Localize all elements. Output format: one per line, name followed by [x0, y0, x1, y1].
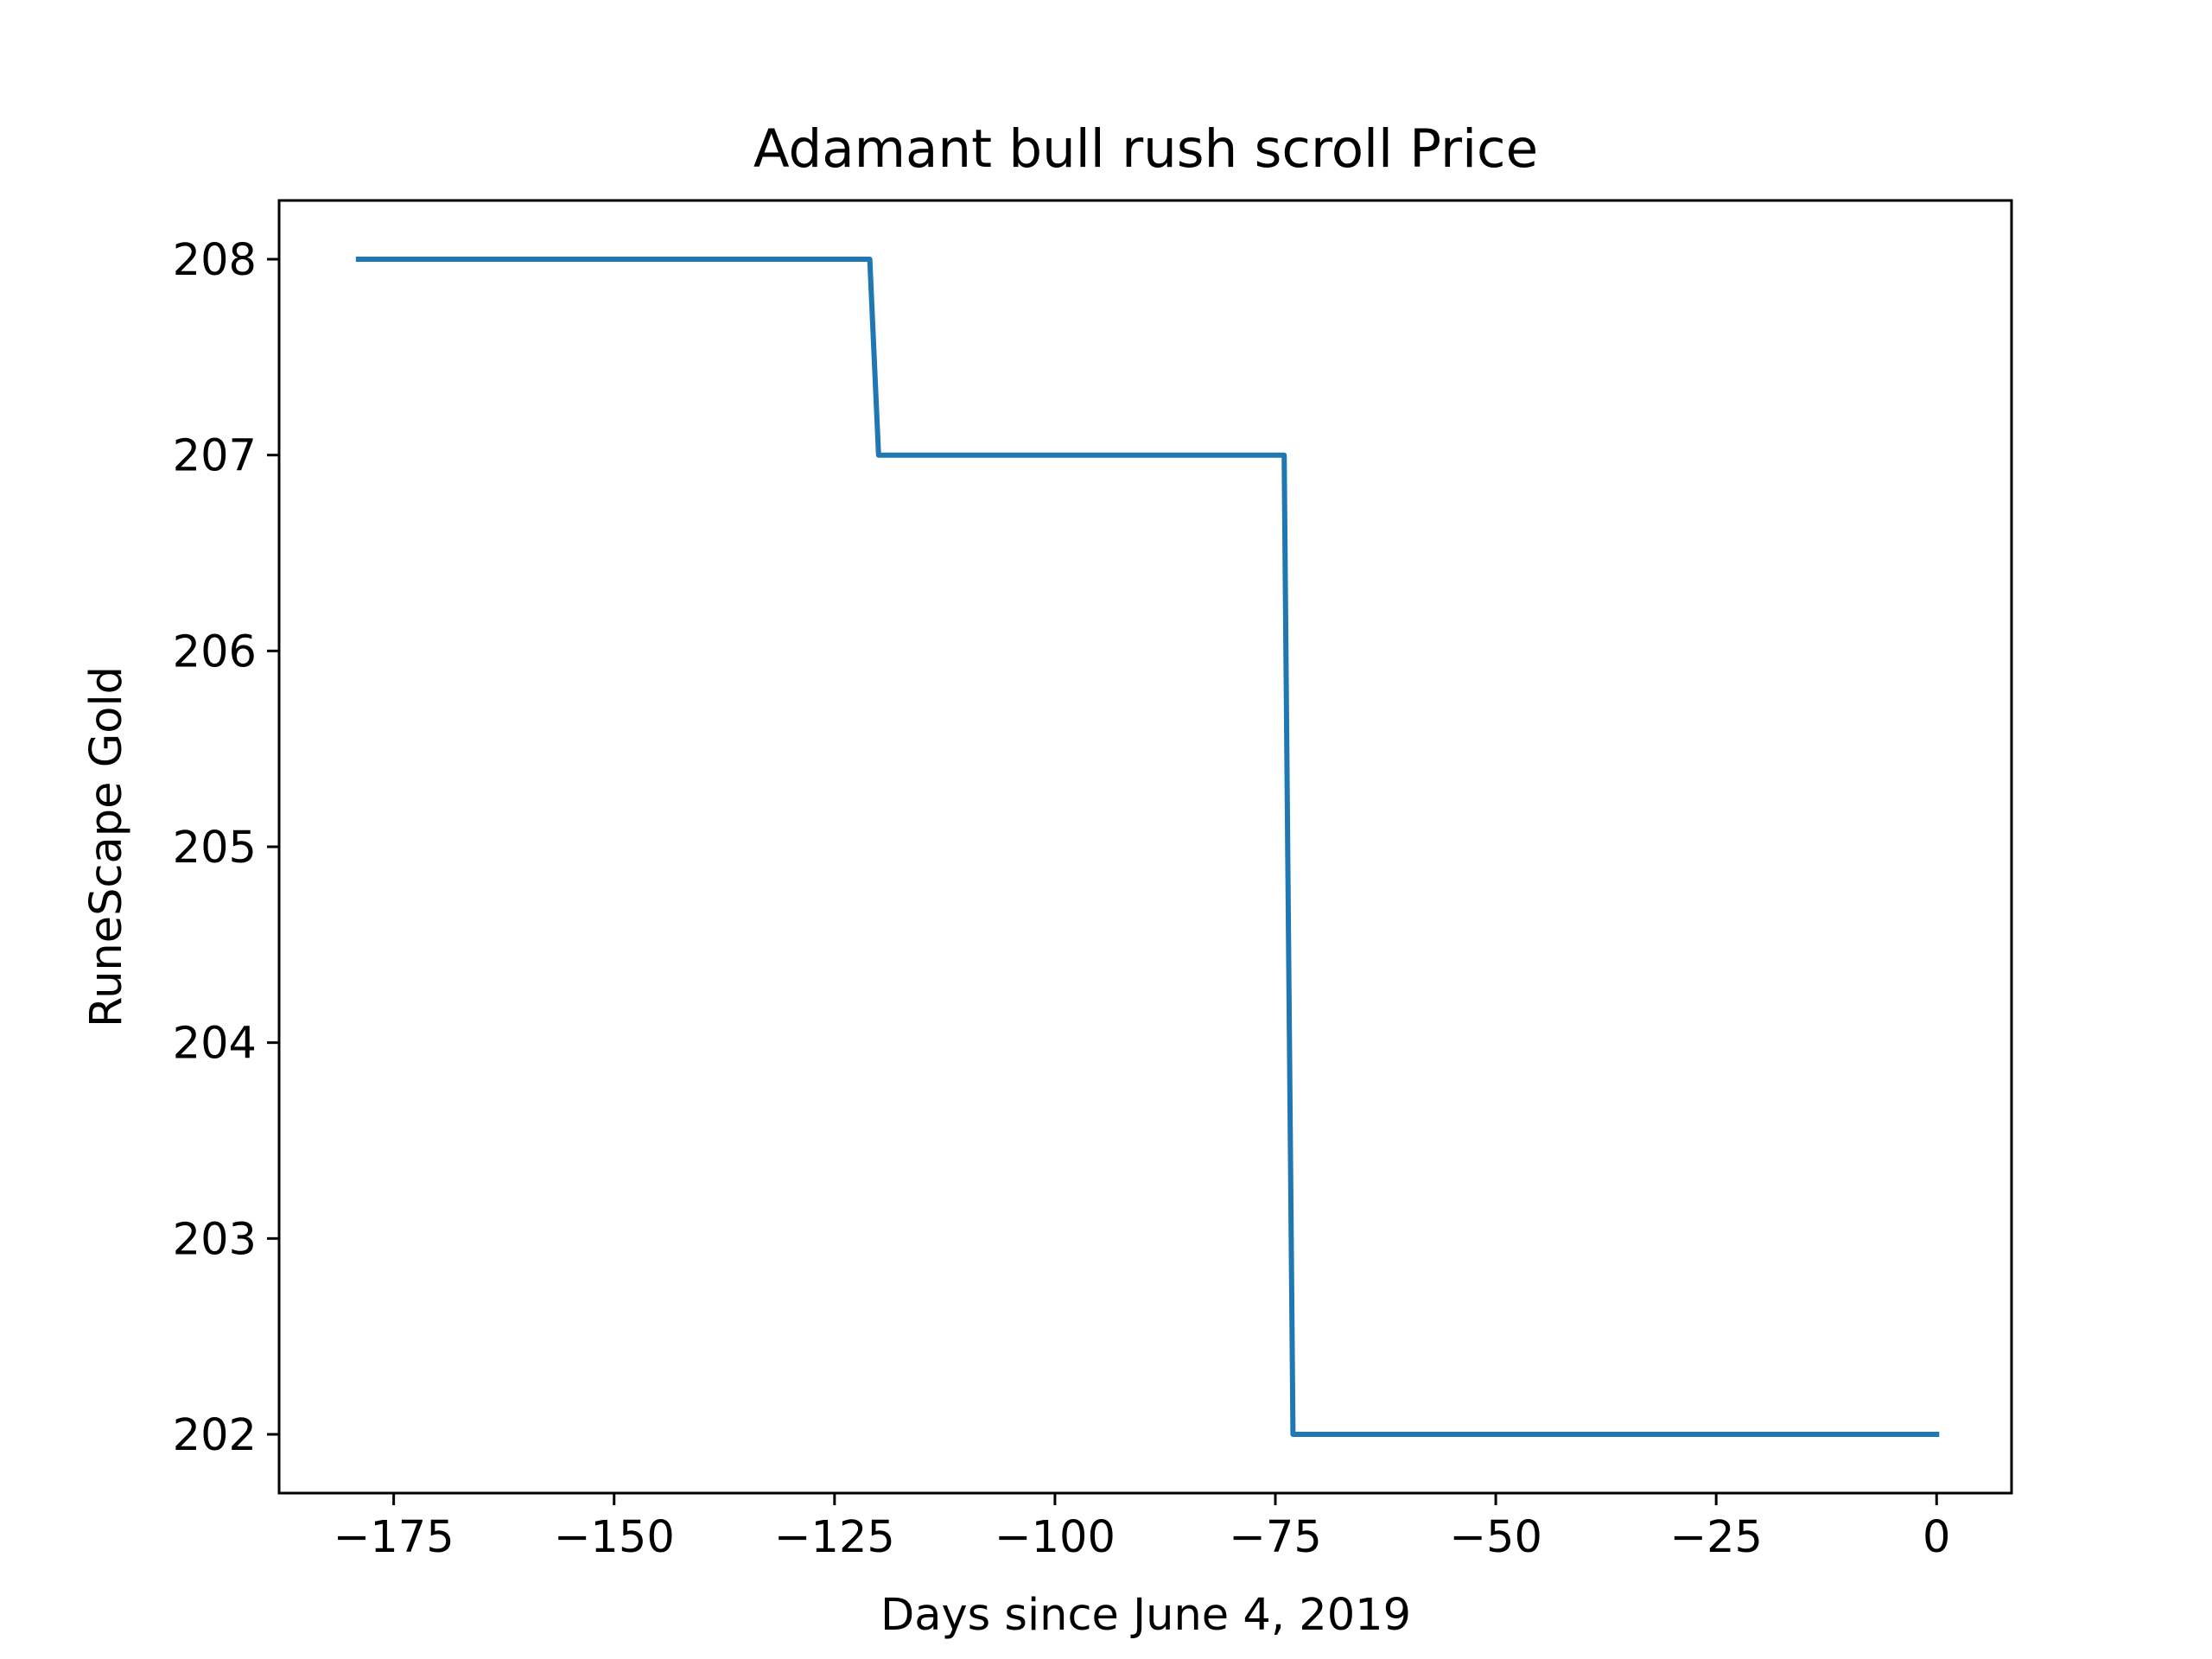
y-tick-label: 206 — [173, 626, 257, 677]
y-tick-label: 202 — [173, 1410, 257, 1461]
x-tick-label: −125 — [774, 1512, 895, 1563]
x-tick-label: −100 — [995, 1512, 1116, 1563]
y-axis-label: RuneScape Gold — [81, 666, 132, 1027]
plot-area: −175 −150 −125 −100 −75 −50 −25 0 202 203 204 205 20… — [173, 199, 2013, 1563]
x-tick-label: −25 — [1669, 1512, 1763, 1563]
y-tick-label: 204 — [173, 1019, 257, 1070]
x-tick-label: −50 — [1449, 1512, 1542, 1563]
x-tick-label: −150 — [554, 1512, 675, 1563]
x-axis-label: Days since June 4, 2019 — [880, 1590, 1411, 1641]
y-tick-label: 208 — [173, 235, 257, 286]
x-tick-label: 0 — [1923, 1512, 1950, 1563]
chart-title: Adamant bull rush scroll Price — [753, 118, 1538, 180]
x-tick-label: −175 — [334, 1512, 454, 1563]
y-tick-label: 205 — [173, 823, 257, 874]
y-tick-label: 207 — [173, 431, 257, 482]
y-tick-label: 203 — [173, 1214, 257, 1265]
x-tick-label: −75 — [1229, 1512, 1322, 1563]
series-line-0 — [355, 257, 1940, 1437]
